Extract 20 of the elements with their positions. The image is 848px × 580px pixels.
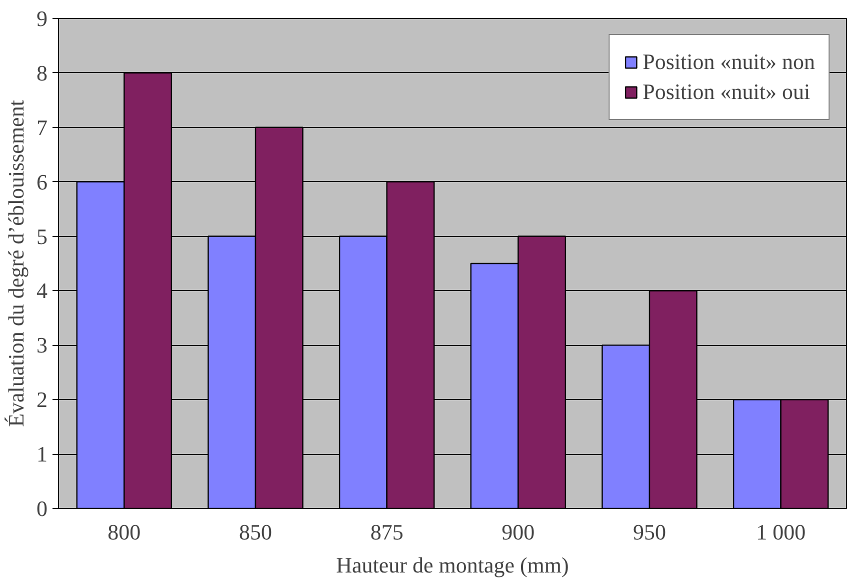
y-tick-label: 8 [36,60,48,86]
x-tick-label: 900 [502,520,535,544]
y-tick-label: 4 [36,278,48,304]
legend-label: Position «nuit» non [642,49,815,75]
y-tick-label: 7 [36,114,48,140]
x-tick-label: 1 000 [756,520,806,544]
x-tick-label: 875 [370,520,404,544]
x-tick-label: 800 [108,520,141,544]
y-tick-label: 9 [36,6,48,31]
y-tick-label: 0 [36,496,48,521]
y-tick-label: 3 [36,332,48,358]
y-tick-label: 6 [36,169,48,194]
y-tick-label: 2 [36,387,48,412]
legend-label: Position «nuit» oui [642,79,810,105]
x-tick-label: 950 [633,520,666,544]
x-tick-label: 850 [239,520,272,544]
y-tick-label: 1 [36,442,48,467]
y-tick-label: 5 [36,224,48,249]
x-axis-title: Hauteur de montage (mm) [336,552,569,578]
y-axis-title: Évaluation du degré d’éblouissement [4,100,28,427]
